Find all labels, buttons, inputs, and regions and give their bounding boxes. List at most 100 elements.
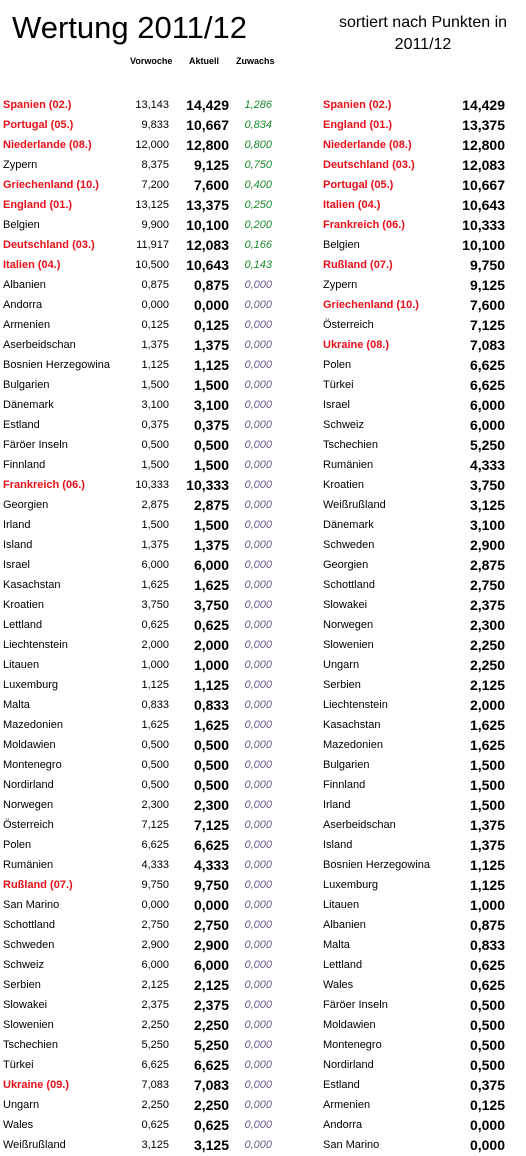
current-value: 0,500 — [469, 1017, 505, 1033]
gain-value: 0,800 — [244, 139, 272, 151]
table-row: Island 1,375 — [0, 835, 526, 855]
current-value: 1,625 — [193, 577, 229, 593]
country-name: Albanien — [323, 919, 366, 931]
country-name: Rußland (07.) — [323, 259, 393, 271]
gain-value: 0,000 — [244, 919, 272, 931]
country-name: Litauen — [3, 659, 40, 671]
country-name: Wales — [3, 1119, 34, 1131]
table-row: Israel 6,000 — [0, 395, 526, 415]
table-row: Bosnien Herzegowina 1,125 1,125 0,000 — [0, 355, 526, 375]
current-value: 5,250 — [469, 437, 505, 453]
country-name: Bosnien Herzegowina — [323, 859, 431, 871]
table-row: England (01.) 13,125 13,375 0,250 — [0, 195, 526, 215]
current-value: 10,643 — [186, 257, 229, 273]
table-row: Schweiz 6,000 — [0, 415, 526, 435]
table-row: Türkei 6,625 — [0, 375, 526, 395]
country-name: Montenegro — [3, 759, 62, 771]
table-row: Dänemark 3,100 — [0, 515, 526, 535]
country-name: Ukraine (08.) — [323, 339, 390, 351]
previous-week-value: 2,250 — [141, 1099, 169, 1111]
country-name: Schweiz — [3, 959, 44, 971]
current-value: 0,875 — [469, 917, 505, 933]
country-name: Polen — [3, 839, 32, 851]
current-value: 6,000 — [193, 957, 229, 973]
table-row: San Marino 0,000 — [0, 1135, 526, 1155]
previous-week-value: 0,500 — [141, 759, 169, 771]
country-name: Irland — [3, 519, 31, 531]
current-value: 4,333 — [193, 857, 229, 873]
previous-week-value: 9,750 — [141, 879, 169, 891]
current-value: 0,833 — [469, 937, 505, 953]
current-value: 2,750 — [193, 917, 229, 933]
country-name: Ungarn — [323, 659, 360, 671]
gain-value: 0,000 — [244, 539, 272, 551]
current-value: 1,375 — [469, 837, 505, 853]
current-value: 2,750 — [469, 577, 505, 593]
gain-value: 0,000 — [244, 519, 272, 531]
current-value: 14,429 — [462, 97, 505, 113]
country-name: Rumänien — [323, 459, 374, 471]
current-value: 6,000 — [469, 397, 505, 413]
country-name: Zypern — [3, 159, 38, 171]
current-value: 9,125 — [193, 157, 229, 173]
current-value: 2,125 — [469, 677, 505, 693]
country-name: Lettland — [3, 619, 43, 631]
gain-value: 0,000 — [244, 959, 272, 971]
table-row: Bulgarien 1,500 — [0, 755, 526, 775]
current-value: 2,875 — [193, 497, 229, 513]
gain-value: 0,000 — [244, 699, 272, 711]
country-name: Slowakei — [3, 999, 48, 1011]
current-value: 1,125 — [193, 677, 229, 693]
current-value: 4,333 — [469, 457, 505, 473]
country-name: Luxemburg — [323, 879, 379, 891]
table-row: Rumänien 4,333 4,333 0,000 — [0, 855, 526, 875]
gain-value: 0,000 — [244, 619, 272, 631]
country-name: Weißrußland — [3, 1139, 66, 1151]
country-name: England (01.) — [3, 199, 73, 211]
gain-value: 0,000 — [244, 719, 272, 731]
current-value: 2,300 — [469, 617, 505, 633]
previous-week-value: 2,250 — [141, 1019, 169, 1031]
table-row: Ukraine (09.) 7,083 7,083 0,000 — [0, 1075, 526, 1095]
country-name: Mazedonien — [323, 739, 383, 751]
previous-week-value: 1,000 — [141, 659, 169, 671]
table-row: Israel 6,000 6,000 0,000 — [0, 555, 526, 575]
previous-week-value: 9,900 — [141, 219, 169, 231]
current-value: 6,625 — [193, 1057, 229, 1073]
table-row: Dänemark 3,100 3,100 0,000 — [0, 395, 526, 415]
current-value: 0,875 — [193, 277, 229, 293]
gain-value: 0,000 — [244, 319, 272, 331]
country-name: Dänemark — [3, 399, 54, 411]
previous-week-value: 7,083 — [141, 1079, 169, 1091]
table-row: Armenien 0,125 — [0, 1095, 526, 1115]
country-name: Belgien — [323, 239, 360, 251]
table-row: England (01.) 13,375 — [0, 115, 526, 135]
current-value: 9,750 — [469, 257, 505, 273]
table-row: Moldawien 0,500 0,500 0,000 — [0, 735, 526, 755]
table-row: Albanien 0,875 — [0, 915, 526, 935]
table-row: Malta 0,833 — [0, 935, 526, 955]
country-name: Ungarn — [3, 1099, 40, 1111]
previous-week-value: 1,500 — [141, 459, 169, 471]
previous-week-value: 0,500 — [141, 739, 169, 751]
table-row: Polen 6,625 6,625 0,000 — [0, 835, 526, 855]
current-value: 0,500 — [193, 437, 229, 453]
country-name: Andorra — [3, 299, 43, 311]
table-row: Schottland 2,750 2,750 0,000 — [0, 915, 526, 935]
country-name: Slowenien — [323, 639, 374, 651]
country-name: Armenien — [3, 319, 51, 331]
previous-week-value: 7,200 — [141, 179, 169, 191]
table-row: Slowenien 2,250 2,250 0,000 — [0, 1015, 526, 1035]
current-value: 2,125 — [193, 977, 229, 993]
current-value: 10,100 — [462, 237, 505, 253]
previous-week-value: 1,625 — [141, 719, 169, 731]
gain-value: 0,000 — [244, 299, 272, 311]
table-row: Zypern 9,125 — [0, 275, 526, 295]
current-value: 1,125 — [193, 357, 229, 373]
country-name: Litauen — [323, 899, 360, 911]
current-value: 1,625 — [469, 737, 505, 753]
table-row: Schweiz 6,000 6,000 0,000 — [0, 955, 526, 975]
table-row: Georgien 2,875 — [0, 555, 526, 575]
table-row: Tschechien 5,250 5,250 0,000 — [0, 1035, 526, 1055]
country-name: Niederlande (08.) — [323, 139, 412, 151]
